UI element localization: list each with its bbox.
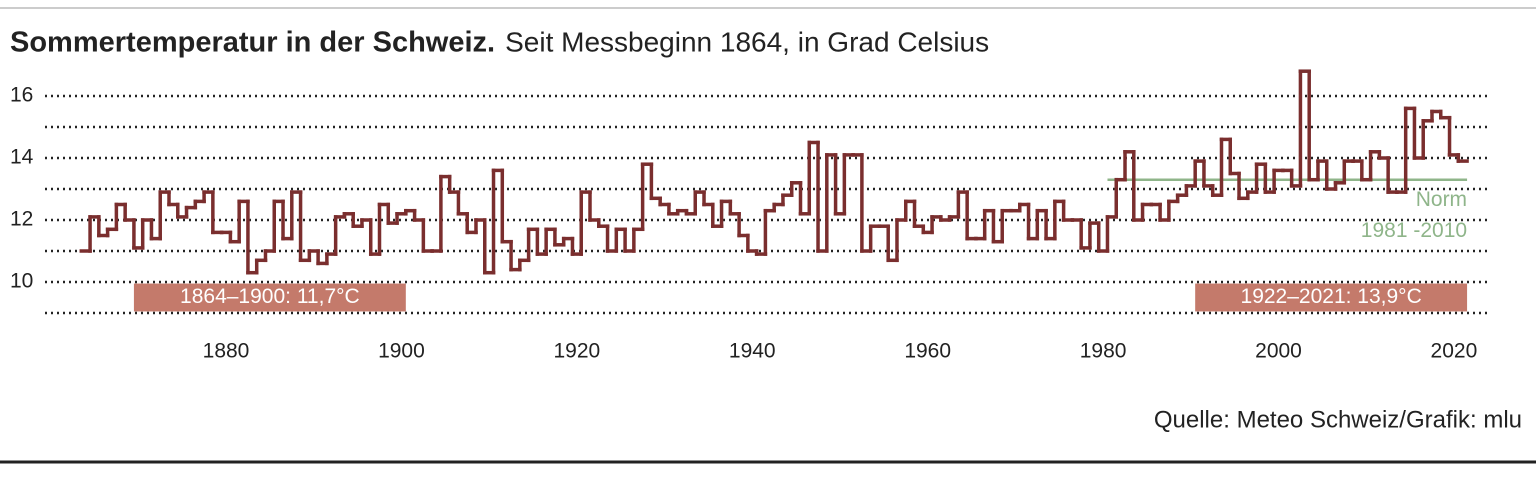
norm-label: Norm [1416,188,1467,211]
x-tick-label: 1900 [378,340,425,363]
x-tick-label: 1880 [203,340,250,363]
source: Quelle: Meteo Schweiz/Grafik: mlu [1154,406,1522,433]
norm-label: 1981 -2010 [1361,219,1467,242]
period-box [133,283,406,312]
x-tick-label: 1960 [904,340,951,363]
x-tick-label: 2020 [1431,340,1478,363]
x-tick-label: 1920 [553,340,600,363]
period-label: 1864–1900: 11,7°C [180,285,360,308]
chart-title: Sommertemperatur in der Schweiz. [10,27,495,59]
period-box [1195,283,1468,312]
x-tick-label: 1980 [1080,340,1127,363]
y-tick-label: 16 [10,84,33,107]
x-tick-label: 1940 [729,340,776,363]
period-label: 1922–2021: 13,9°C [1241,285,1422,308]
chart-subtitle: Seit Messbeginn 1864, in Grad Celsius [505,26,989,57]
y-tick-label: 12 [10,208,33,231]
y-tick-label: 14 [10,146,34,169]
x-tick-label: 2000 [1255,340,1302,363]
y-tick-label: 10 [10,270,33,293]
